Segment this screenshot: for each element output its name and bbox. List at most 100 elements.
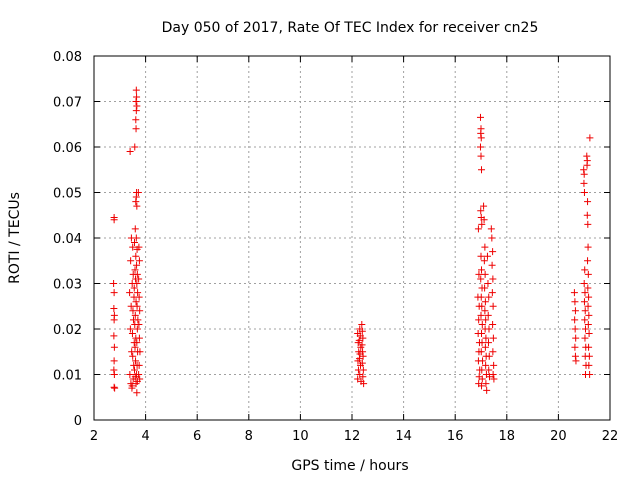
data-point	[484, 280, 492, 287]
data-point	[571, 325, 579, 333]
data-point	[132, 198, 140, 206]
data-point	[110, 316, 118, 324]
data-point	[487, 225, 495, 233]
data-point	[135, 293, 143, 301]
x-tick-label: 6	[193, 429, 201, 444]
data-point	[485, 352, 493, 360]
data-point	[572, 357, 580, 365]
data-point	[135, 320, 143, 328]
x-tick-label: 20	[550, 429, 567, 444]
data-point	[110, 305, 118, 313]
data-point	[133, 270, 141, 278]
data-point	[477, 293, 485, 301]
data-point	[477, 134, 485, 142]
data-point	[585, 330, 593, 338]
data-point	[126, 325, 134, 333]
data-point	[481, 343, 489, 351]
data-point	[134, 189, 142, 196]
data-point	[135, 371, 143, 378]
data-point	[477, 311, 485, 319]
data-point	[133, 325, 141, 333]
data-point	[584, 220, 592, 228]
data-point	[129, 352, 137, 360]
data-point	[584, 257, 592, 265]
x-tick-label: 16	[447, 429, 464, 444]
data-point	[486, 373, 494, 381]
data-point	[359, 334, 367, 342]
data-point	[133, 93, 141, 101]
data-point	[584, 320, 592, 328]
data-point	[131, 266, 139, 274]
data-point	[136, 375, 144, 383]
data-point	[136, 307, 144, 315]
data-point	[131, 239, 139, 247]
x-axis-label: GPS time / hours	[291, 458, 408, 474]
data-point	[478, 366, 486, 374]
data-point	[355, 336, 363, 344]
data-point	[489, 348, 497, 356]
y-tick-label: 0.08	[53, 50, 82, 65]
data-point	[359, 366, 367, 374]
data-point	[584, 284, 592, 292]
y-tick-label: 0.01	[53, 369, 82, 384]
data-point	[126, 371, 134, 378]
data-point	[136, 348, 144, 356]
x-tick-label: 8	[245, 429, 253, 444]
data-point	[580, 280, 588, 287]
data-point	[583, 211, 591, 219]
x-tick-label: 22	[602, 429, 619, 444]
data-point	[475, 316, 483, 324]
data-point	[110, 371, 118, 378]
data-point	[132, 234, 140, 242]
data-point	[110, 289, 118, 297]
data-point	[489, 302, 497, 310]
data-point	[474, 225, 482, 233]
data-point	[477, 152, 485, 160]
data-point	[131, 366, 139, 374]
chart-title: Day 050 of 2017, Rate Of TEC Index for r…	[162, 20, 539, 36]
data-point	[110, 280, 118, 287]
grid	[94, 56, 610, 420]
data-point	[478, 266, 486, 274]
data-point	[481, 270, 489, 278]
data-point	[584, 243, 592, 251]
data-point	[131, 311, 139, 319]
data-point	[129, 307, 137, 315]
data-point	[488, 289, 496, 297]
data-point	[490, 375, 498, 383]
data-point	[131, 225, 139, 233]
data-point	[478, 330, 486, 338]
data-point	[132, 86, 140, 94]
data-point	[355, 355, 363, 363]
data-point	[135, 334, 143, 342]
data-series	[110, 86, 594, 397]
data-point	[581, 266, 589, 274]
data-point	[478, 220, 486, 228]
data-point	[584, 302, 592, 310]
data-point	[135, 275, 143, 283]
data-point	[133, 339, 141, 347]
data-point	[586, 134, 594, 142]
data-point	[580, 298, 588, 306]
data-point	[489, 371, 497, 378]
data-point	[481, 307, 489, 315]
data-point	[580, 166, 588, 174]
data-point	[580, 179, 588, 187]
data-point	[359, 352, 367, 360]
data-point	[481, 298, 489, 306]
data-point	[133, 102, 141, 110]
data-point	[581, 325, 589, 333]
data-point	[133, 261, 141, 269]
data-point	[583, 152, 591, 160]
data-point	[132, 298, 140, 306]
data-point	[484, 311, 492, 319]
data-point	[131, 143, 139, 151]
data-point	[477, 252, 485, 260]
y-axis-label: ROTI / TECUs	[7, 192, 23, 284]
data-point	[480, 257, 488, 265]
y-tick-label: 0.04	[53, 232, 82, 247]
data-point	[133, 280, 141, 287]
y-tick-label: 0.06	[53, 141, 82, 156]
data-point	[580, 189, 588, 196]
